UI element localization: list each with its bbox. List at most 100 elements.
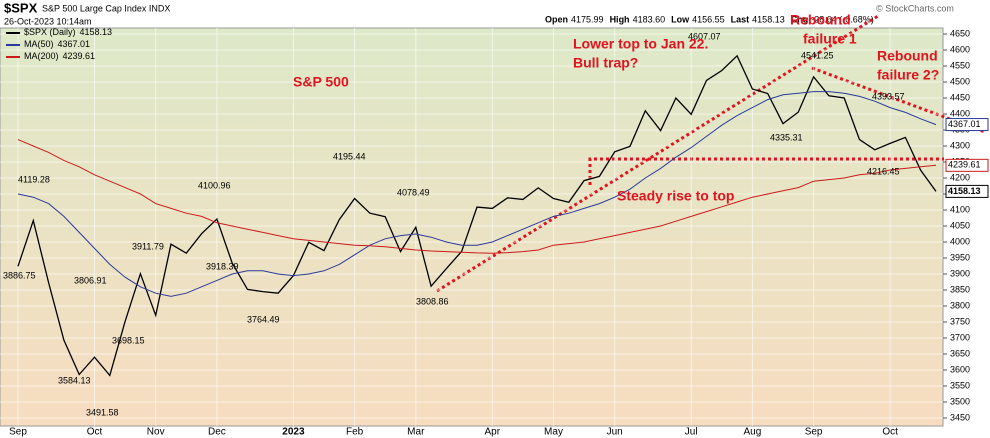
date: 26-Oct-2023 10:14am xyxy=(4,16,92,26)
legend-name: MA(50) xyxy=(24,39,54,49)
quote-value: 4175.99 xyxy=(571,14,604,24)
value-box xyxy=(945,184,989,198)
x-tick-label: Oct xyxy=(87,427,103,438)
quote-label: Chg xyxy=(791,14,809,24)
price-label: 3584.13 xyxy=(58,375,91,385)
x-tick-label: May xyxy=(544,427,563,438)
price-line xyxy=(17,91,937,297)
legend-name: MA(200) xyxy=(24,51,59,61)
quote-value: 4156.55 xyxy=(692,14,725,24)
x-tick-label: Jun xyxy=(607,427,623,438)
value-box-label: 4158.13 xyxy=(948,186,981,196)
x-tick-label: Aug xyxy=(744,427,762,438)
annotation: Lower top to Jan 22. xyxy=(573,36,708,52)
y-tick-label: 4100 xyxy=(950,204,970,214)
annotation: failure 1 xyxy=(803,31,857,47)
x-tick-label: Sep xyxy=(9,427,27,438)
price-label: 3806.91 xyxy=(74,275,107,285)
price-label: 4541.25 xyxy=(801,50,834,60)
x-tick-label: Sep xyxy=(805,427,823,438)
y-tick-label: 4400 xyxy=(950,108,970,118)
price-label: 4100.96 xyxy=(198,180,231,190)
annotation: Bull trap? xyxy=(573,55,638,71)
y-tick-label: 3450 xyxy=(950,412,970,422)
price-label: 4607.07 xyxy=(688,31,721,41)
price-label: 3886.75 xyxy=(3,270,36,280)
y-tick-label: 3700 xyxy=(950,332,970,342)
price-line xyxy=(17,54,937,377)
y-tick-label: 3650 xyxy=(950,348,970,358)
quote-label: Last xyxy=(731,14,750,24)
annotation: S&P 500 xyxy=(293,74,349,90)
price-label: 3808.86 xyxy=(416,296,449,306)
quote-value: -28.64 (-0.68%) xyxy=(811,14,874,24)
plot-area xyxy=(0,27,944,427)
price-line xyxy=(17,139,937,254)
quote-label: Open xyxy=(545,14,568,24)
x-tick-label: 2023 xyxy=(282,427,305,438)
y-tick-label: 3900 xyxy=(950,268,970,278)
y-tick-label: 4600 xyxy=(950,44,970,54)
x-tick-label: Jul xyxy=(685,427,698,438)
x-tick-label: Nov xyxy=(147,427,165,438)
annotation: Steady rise to top xyxy=(617,188,734,204)
y-tick-label: 3850 xyxy=(950,284,970,294)
legend-entry: MA(200) 4239.61 xyxy=(24,51,95,61)
price-label: 4119.28 xyxy=(18,174,50,184)
y-tick-label: 3950 xyxy=(950,252,970,262)
legend-entry: $SPX (Daily) 4158.13 xyxy=(24,27,112,37)
annotation: failure 2? xyxy=(877,67,939,83)
value-box-label: 4367.01 xyxy=(948,119,981,129)
quote-label: Low xyxy=(671,14,690,24)
legend-name: $SPX (Daily) xyxy=(24,27,76,37)
y-tick-label: 3750 xyxy=(950,316,970,326)
y-tick-label: 4000 xyxy=(950,236,970,246)
price-label: 3491.58 xyxy=(86,407,119,417)
price-label: 4393.57 xyxy=(872,91,905,101)
x-tick-label: Dec xyxy=(208,427,226,438)
value-box xyxy=(945,118,989,132)
price-label: 3698.15 xyxy=(112,335,145,345)
support-line xyxy=(588,157,944,185)
y-tick-label: 4500 xyxy=(950,76,970,86)
price-label: 4195.44 xyxy=(333,151,366,161)
annotation: Rebound xyxy=(877,48,938,64)
x-tick-label: Feb xyxy=(346,427,364,438)
price-label: 3764.49 xyxy=(247,314,280,324)
quote-value: 4158.13 xyxy=(752,14,785,24)
symbol: $SPX xyxy=(4,0,38,15)
x-tick-label: Oct xyxy=(882,427,898,438)
y-tick-label: 4550 xyxy=(950,60,970,70)
price-label: 3911.79 xyxy=(132,241,164,251)
x-tick-label: Apr xyxy=(485,427,501,438)
x-tick-label: Mar xyxy=(407,427,425,438)
price-label: 4335.31 xyxy=(770,132,803,142)
y-tick-label: 3500 xyxy=(950,396,970,406)
y-tick-label: 3550 xyxy=(950,380,970,390)
quote: Open 4175.99 High 4183.60 Low 4156.55 Last 4158… xyxy=(545,14,874,24)
value-box-label: 4239.61 xyxy=(948,160,981,170)
y-tick-label: 3600 xyxy=(950,364,970,374)
price-label: 4078.49 xyxy=(397,187,430,197)
legend-entry: MA(50) 4367.01 xyxy=(24,39,90,49)
quote-label: High xyxy=(610,14,630,24)
y-tick-label: 4200 xyxy=(950,172,970,182)
price-label: 3918.39 xyxy=(206,261,239,271)
index-name: S&P 500 Large Cap Index INDX xyxy=(42,3,170,13)
quote-value: 4183.60 xyxy=(633,14,666,24)
source: © StockCharts.com xyxy=(876,3,954,13)
y-tick-label: 4300 xyxy=(950,140,970,150)
y-tick-label: 3800 xyxy=(950,300,970,310)
y-tick-label: 4450 xyxy=(950,92,970,102)
legend-value: 4239.61 xyxy=(63,51,96,61)
trendline xyxy=(811,66,986,134)
annotation: Rebound xyxy=(790,12,851,28)
legend-value: 4158.13 xyxy=(80,27,113,37)
y-tick-label: 4650 xyxy=(950,28,970,38)
value-box xyxy=(945,158,989,172)
y-tick-label: 4050 xyxy=(950,220,970,230)
trendline xyxy=(436,14,879,293)
legend-value: 4367.01 xyxy=(58,39,91,49)
price-label: 4216.45 xyxy=(867,166,900,176)
